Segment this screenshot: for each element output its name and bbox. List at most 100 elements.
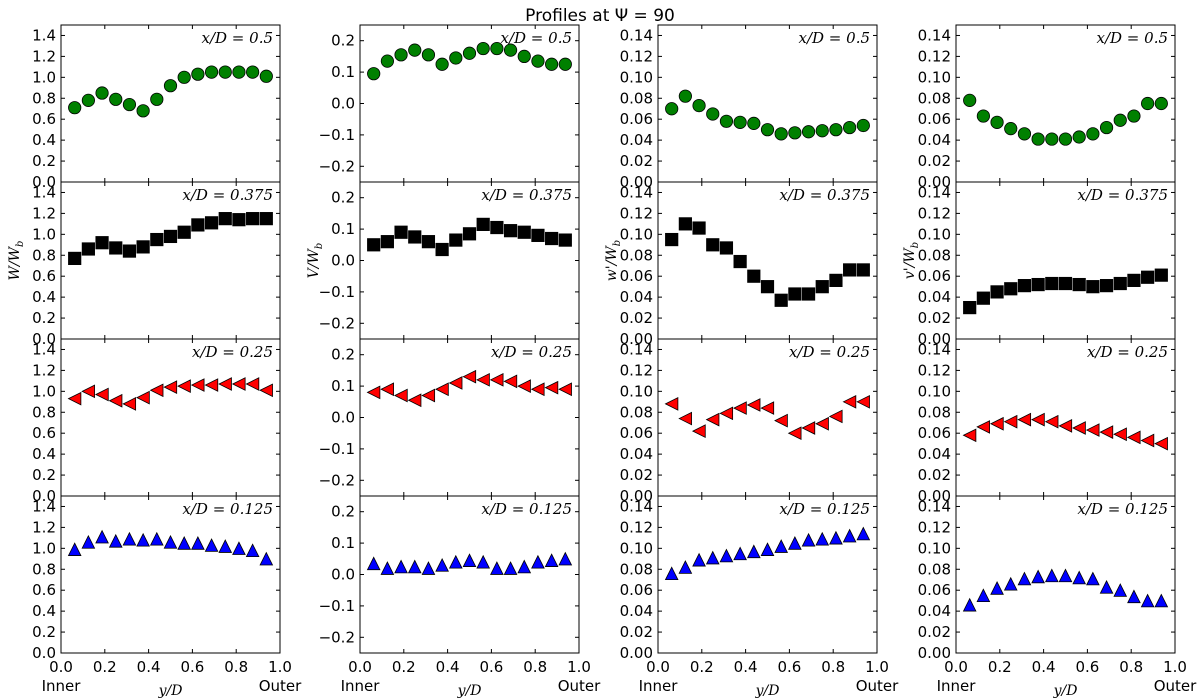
data-point <box>435 57 449 71</box>
data-point <box>218 65 232 79</box>
data-point <box>1086 280 1100 294</box>
data-point <box>1017 571 1032 586</box>
data-point <box>177 70 191 84</box>
data-point <box>517 379 531 393</box>
ytick-label: 1.2 <box>32 47 56 65</box>
data-point <box>136 104 150 118</box>
data-point <box>692 98 706 113</box>
data-point <box>1004 282 1018 296</box>
ytick-label: 1.4 <box>32 26 56 44</box>
plot-frame-c3-r3 <box>955 495 1176 654</box>
data-point <box>81 242 95 256</box>
data-point <box>149 383 164 398</box>
data-point <box>163 534 178 549</box>
data-point <box>1045 132 1059 146</box>
ytick-label: 0.10 <box>918 382 951 400</box>
plot-frame-c0-r2 <box>60 338 281 497</box>
row-label-x-over-d: x/D = 0.375 <box>779 186 870 204</box>
data-point <box>177 536 192 550</box>
inner-label: Inner <box>341 677 381 695</box>
row-label-x-over-d: x/D = 0.25 <box>1087 343 1168 361</box>
ytick-label: 1.4 <box>32 183 56 201</box>
data-point <box>81 384 95 399</box>
ytick-label: 0.0 <box>32 173 56 191</box>
data-point <box>665 102 679 116</box>
ytick-label: 1.0 <box>32 225 56 243</box>
plot-frame-c2-r3 <box>657 495 878 654</box>
xtick-label: 0.8 <box>821 658 845 676</box>
ytick-label: 0.02 <box>620 152 653 170</box>
data-point <box>108 393 123 408</box>
data-point <box>367 67 381 81</box>
xtick-label: 0.2 <box>93 658 117 676</box>
data-point <box>1154 268 1168 282</box>
ytick-label: 1.2 <box>32 204 56 222</box>
ytick-label: −0.1 <box>319 283 355 301</box>
data-point <box>544 380 559 395</box>
data-point <box>531 554 545 569</box>
plot-frame-c0-r3 <box>60 495 281 654</box>
ytick-label: 0.10 <box>620 68 653 86</box>
data-point <box>976 291 990 305</box>
y-axis-label: v'/Wb <box>902 242 921 279</box>
data-point <box>122 397 137 411</box>
data-point <box>490 561 504 575</box>
ytick-label: 0.04 <box>918 602 951 620</box>
x-axis-label: y/D <box>158 683 183 699</box>
plot-frame-c0-r1 <box>60 181 281 340</box>
data-point <box>1031 412 1045 427</box>
data-point <box>232 213 246 227</box>
data-point <box>191 67 205 81</box>
ytick-label: 0.4 <box>32 445 56 463</box>
data-point <box>1113 427 1127 442</box>
ytick-label: 0.02 <box>918 623 951 641</box>
ytick-label: 0.00 <box>918 487 951 505</box>
row-label-x-over-d: x/D = 0.125 <box>481 500 572 518</box>
data-point <box>393 388 408 403</box>
data-point <box>544 553 559 567</box>
row-label-x-over-d: x/D = 0.375 <box>481 186 572 204</box>
data-point <box>204 65 219 79</box>
ytick-label: 0.2 <box>331 189 355 207</box>
data-point <box>408 230 422 244</box>
xtick-label: 1.0 <box>268 658 292 676</box>
data-point <box>843 120 857 135</box>
data-point <box>558 233 572 247</box>
xtick-label: 0.0 <box>348 658 372 676</box>
data-point <box>380 54 394 68</box>
data-point <box>462 553 477 567</box>
data-point <box>421 561 436 575</box>
ytick-label: 0.0 <box>32 330 56 348</box>
data-point <box>1031 277 1045 292</box>
ytick-label: 0.1 <box>331 63 355 81</box>
data-point <box>1058 419 1073 433</box>
ytick-label: 0.04 <box>918 445 951 463</box>
data-point <box>1017 279 1032 293</box>
row-label-x-over-d: x/D = 0.5 <box>799 29 871 47</box>
data-point <box>692 221 706 235</box>
ytick-label: 0.10 <box>918 539 951 557</box>
data-point <box>719 548 734 563</box>
data-point <box>1113 583 1128 597</box>
row-label-x-over-d: x/D = 0.25 <box>491 343 572 361</box>
data-point <box>1140 433 1155 448</box>
outer-label: Outer <box>1154 677 1197 695</box>
ytick-label: 0.08 <box>918 403 951 421</box>
data-point <box>259 551 274 566</box>
data-point <box>774 127 788 141</box>
data-point <box>149 531 164 546</box>
data-point <box>476 372 490 387</box>
row-label-x-over-d: x/D = 0.125 <box>779 500 870 518</box>
data-point <box>218 539 233 553</box>
ytick-label: 0.08 <box>620 89 653 107</box>
data-point <box>1127 109 1141 123</box>
data-point <box>367 238 381 252</box>
data-point <box>801 125 816 139</box>
data-point <box>747 269 761 283</box>
data-point <box>408 43 422 57</box>
xtick-label: 0.0 <box>646 658 670 676</box>
data-point <box>815 280 829 294</box>
data-point <box>691 424 706 438</box>
data-point <box>962 428 977 443</box>
outer-label: Outer <box>259 677 302 695</box>
